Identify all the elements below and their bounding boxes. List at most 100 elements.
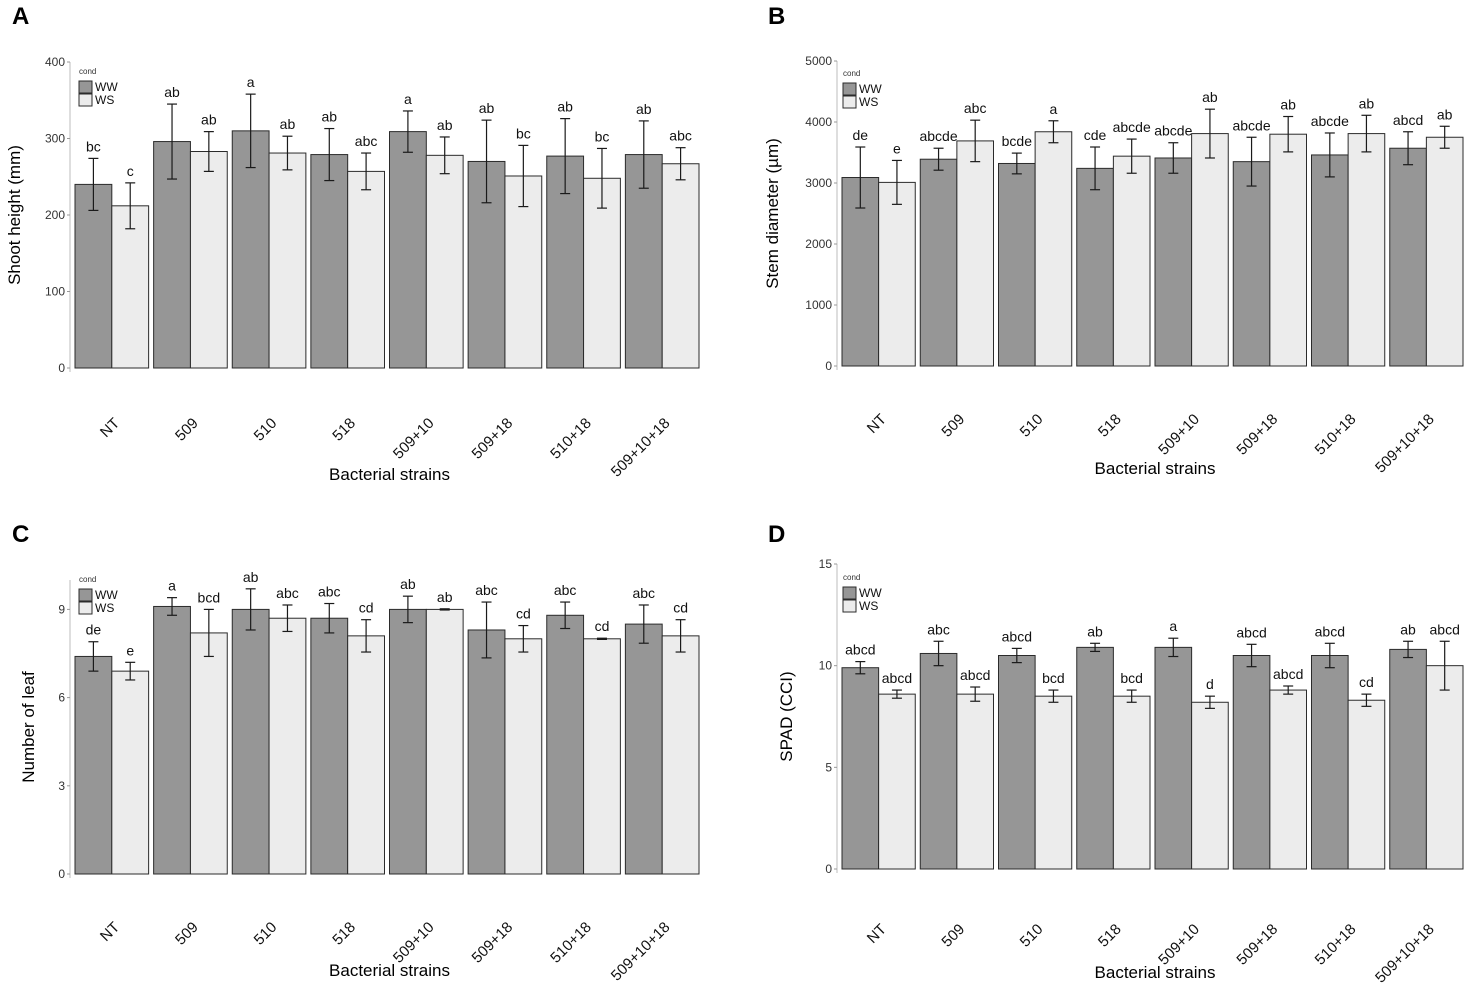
significance-label: e — [893, 140, 901, 156]
bar-ws — [190, 152, 227, 368]
y-tick-label: 15 — [819, 557, 833, 571]
significance-label: abcd — [1315, 623, 1345, 639]
legend-label-ws: WS — [859, 95, 878, 109]
significance-label: a — [1169, 618, 1177, 634]
significance-label: abcde — [1113, 119, 1151, 135]
significance-label: cd — [1359, 674, 1374, 690]
significance-label: bc — [86, 138, 101, 154]
legend-swatch-ws — [79, 94, 92, 106]
significance-label: abcd — [1430, 621, 1460, 637]
legend-swatch-ww — [79, 589, 92, 601]
significance-label: e — [126, 642, 134, 658]
bar-ww — [1155, 647, 1192, 869]
y-axis-title: SPAD (CCI) — [777, 671, 796, 761]
significance-label: ab — [201, 112, 217, 128]
bar-ww — [999, 163, 1036, 366]
significance-label: abcd — [1273, 666, 1303, 682]
y-tick-label: 200 — [45, 208, 65, 222]
legend-label-ws: WS — [95, 93, 114, 107]
significance-label: a — [168, 578, 176, 594]
bar-ws — [584, 639, 621, 874]
bar-ww — [311, 155, 348, 368]
significance-label: ab — [437, 117, 453, 133]
y-tick-label: 10 — [819, 659, 833, 673]
significance-label: abcd — [882, 670, 912, 686]
bar-ww — [1155, 158, 1192, 366]
bar-ws — [1035, 696, 1072, 869]
legend-swatch-ww — [79, 81, 92, 93]
bar-ws — [426, 155, 463, 368]
y-axis-title: Shoot height (mm) — [5, 145, 24, 285]
significance-label: ab — [1400, 621, 1416, 637]
significance-label: ab — [321, 109, 337, 125]
bar-ws — [1270, 134, 1307, 366]
panel-letter: B — [768, 3, 785, 30]
significance-label: abc — [475, 582, 498, 598]
y-axis-title: Stem diameter (µm) — [763, 138, 782, 289]
y-tick-label: 300 — [45, 132, 65, 146]
legend-label-ww: WW — [95, 80, 118, 94]
significance-label: abc — [927, 621, 950, 637]
significance-label: ab — [1202, 89, 1218, 105]
significance-label: abc — [318, 584, 341, 600]
bar-ww — [154, 606, 191, 874]
bar-ww — [1312, 656, 1349, 870]
legend-swatch-ws — [843, 600, 856, 612]
bar-ws — [879, 182, 916, 366]
bar-ws — [269, 618, 306, 874]
significance-label: ab — [400, 576, 416, 592]
bar-ws — [1270, 690, 1307, 869]
significance-label: abcd — [845, 642, 875, 658]
y-tick-label: 0 — [825, 862, 832, 876]
bar-ws — [1113, 156, 1150, 366]
y-tick-label: 5 — [825, 760, 832, 774]
significance-label: abcde — [1311, 113, 1349, 129]
significance-label: ab — [479, 100, 495, 116]
y-tick-label: 0 — [58, 361, 65, 375]
legend-title: cond — [843, 69, 860, 78]
significance-label: abc — [964, 100, 987, 116]
significance-label: abcd — [960, 667, 990, 683]
significance-label: abcd — [1002, 628, 1032, 644]
significance-label: a — [1050, 101, 1058, 117]
significance-label: ab — [1437, 106, 1453, 122]
significance-label: bcde — [1002, 133, 1033, 149]
bar-ww — [842, 668, 879, 869]
legend-label-ww: WW — [95, 588, 118, 602]
bar-ws — [112, 671, 149, 874]
bar-ww — [1390, 148, 1427, 366]
legend-label-ws: WS — [95, 601, 114, 615]
bar-ww — [1233, 162, 1270, 366]
legend-label-ws: WS — [859, 599, 878, 613]
y-tick-label: 0 — [58, 867, 65, 881]
bar-ws — [348, 636, 385, 874]
significance-label: abcde — [919, 128, 957, 144]
bar-ws — [957, 694, 994, 869]
significance-label: ab — [437, 589, 453, 605]
panel-letter: C — [12, 521, 29, 548]
significance-label: cd — [595, 618, 610, 634]
significance-label: d — [1206, 676, 1214, 692]
y-tick-label: 9 — [58, 602, 65, 616]
x-axis-title: Bacterial strains — [329, 465, 450, 484]
significance-label: abc — [632, 585, 655, 601]
y-tick-label: 2000 — [805, 237, 832, 251]
significance-label: ab — [1359, 95, 1375, 111]
significance-label: de — [86, 622, 102, 638]
bar-ws — [662, 164, 699, 368]
bar-ww — [232, 609, 269, 874]
bar-ws — [190, 633, 227, 874]
significance-label: ab — [1087, 623, 1103, 639]
significance-label: bc — [516, 125, 531, 141]
legend-label-ww: WW — [859, 586, 882, 600]
bar-ws — [879, 694, 916, 869]
bar-ww — [311, 618, 348, 874]
bar-ww — [920, 159, 957, 366]
significance-label: ab — [636, 101, 652, 117]
bar-ws — [1113, 696, 1150, 869]
bar-ww — [1312, 155, 1349, 366]
significance-label: cd — [359, 600, 374, 616]
significance-label: cde — [1084, 127, 1107, 143]
bar-ww — [75, 184, 112, 368]
significance-label: cd — [673, 600, 688, 616]
